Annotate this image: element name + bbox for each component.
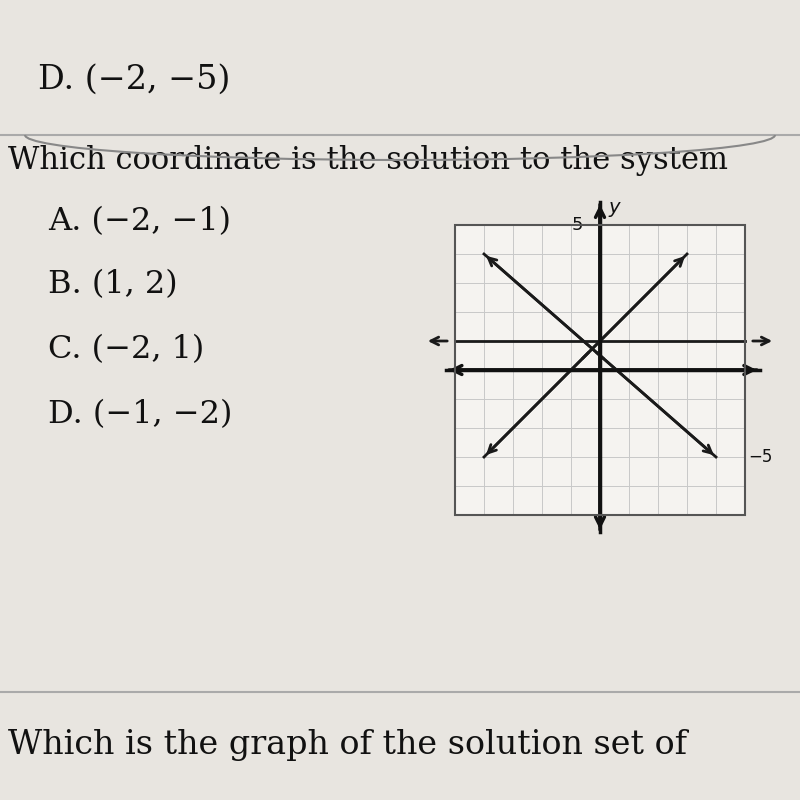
Text: D. (−2, −5): D. (−2, −5): [38, 64, 230, 96]
Text: Which coordinate is the solution to the system: Which coordinate is the solution to the …: [8, 145, 728, 175]
Text: B. (1, 2): B. (1, 2): [48, 270, 178, 301]
Bar: [455, 225, 745, 515]
Bar: [0, 692, 800, 800]
Text: Which is the graph of the solution set of: Which is the graph of the solution set o…: [8, 729, 687, 761]
Text: 5: 5: [571, 216, 582, 234]
Bar: [0, 0, 800, 135]
Text: −5: −5: [748, 448, 772, 466]
Bar: [0, 120, 800, 692]
Text: C. (−2, 1): C. (−2, 1): [48, 334, 204, 366]
Text: A. (−2, −1): A. (−2, −1): [48, 206, 231, 238]
Bar: [455, 225, 745, 515]
Text: y: y: [609, 198, 620, 217]
Text: D. (−1, −2): D. (−1, −2): [48, 399, 232, 430]
